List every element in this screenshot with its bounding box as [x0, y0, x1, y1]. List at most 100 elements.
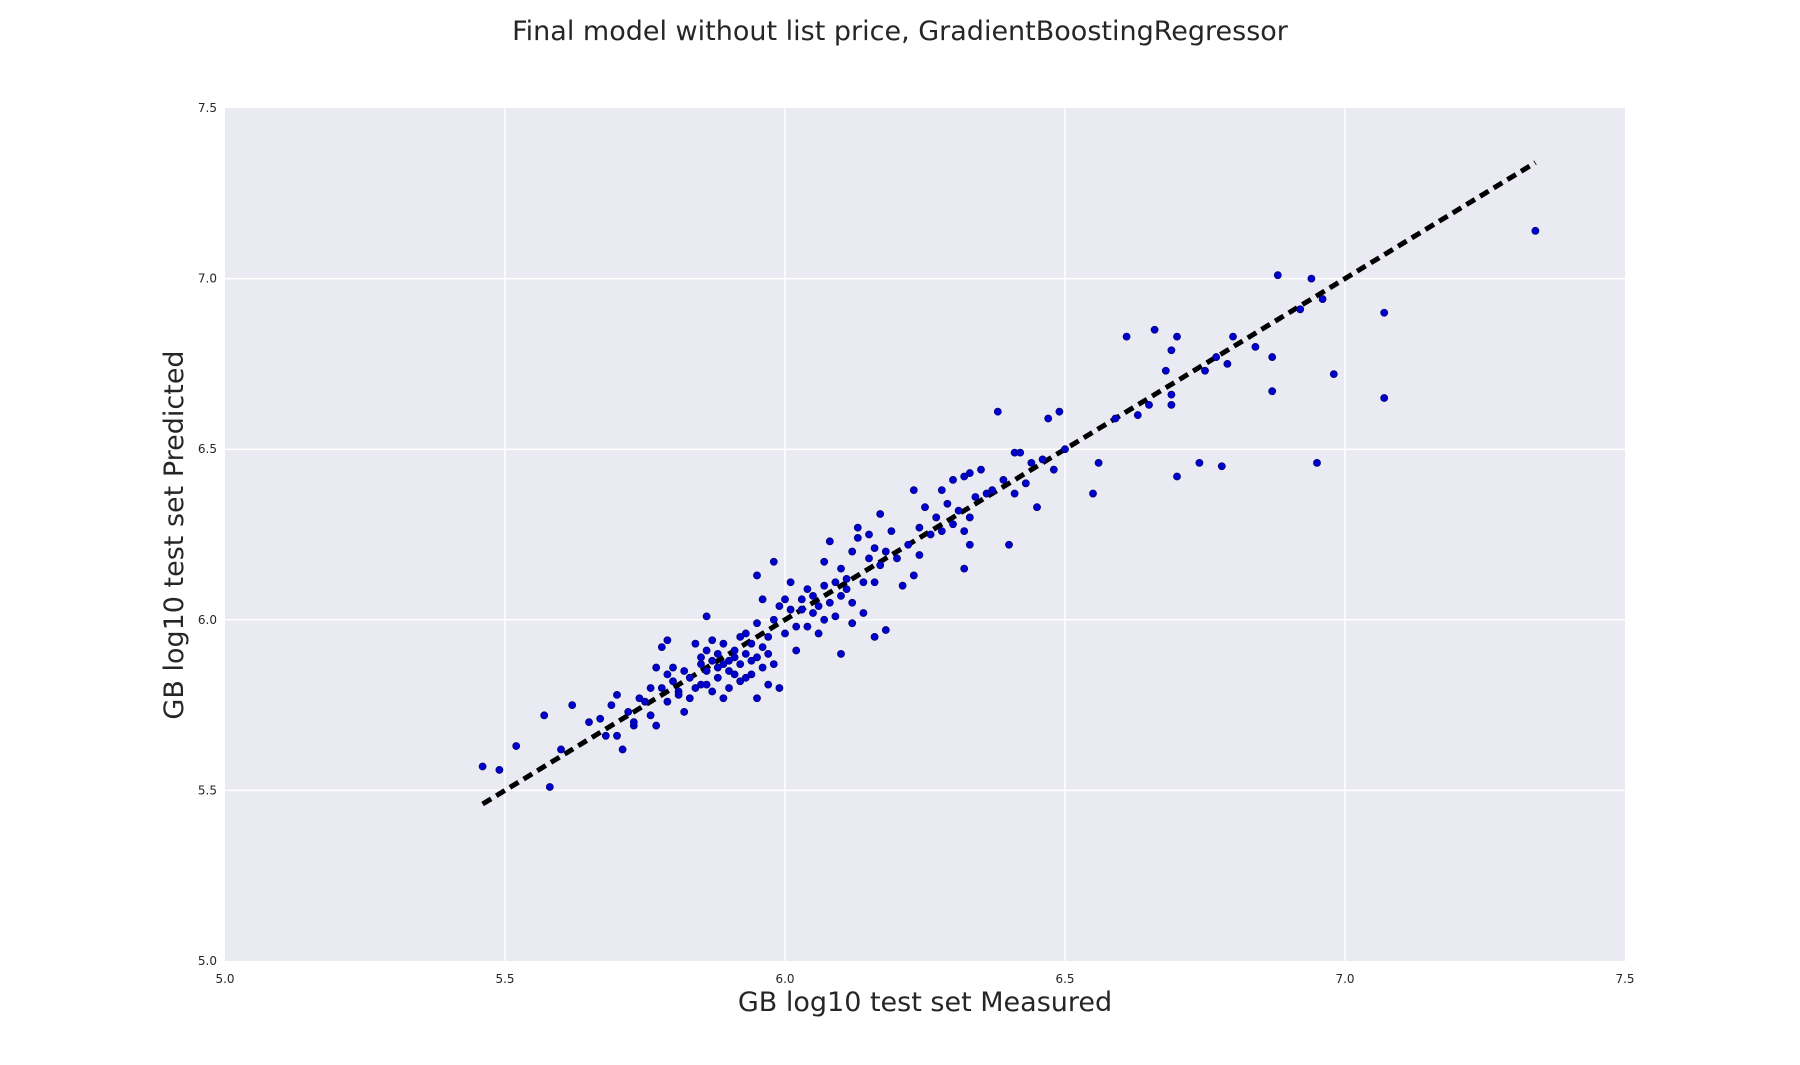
data-point: [1212, 353, 1221, 361]
data-point: [1229, 332, 1237, 341]
data-point: [876, 561, 885, 570]
data-point: [1133, 411, 1142, 419]
data-point: [993, 407, 1002, 416]
data-point: [635, 694, 644, 703]
data-point: [1318, 295, 1327, 303]
data-point: [730, 653, 739, 662]
data-point: [1016, 448, 1025, 457]
data-point: [932, 513, 941, 522]
data-point: [837, 650, 845, 658]
data-point: [764, 632, 773, 641]
data-point: [753, 694, 761, 703]
x-tick-labels: 5.0 5.5 6.0 6.5 7.0 7.5: [215, 972, 1634, 986]
data-point: [736, 632, 745, 641]
data-point: [971, 493, 980, 501]
data-point: [915, 523, 924, 532]
data-point: [1296, 305, 1305, 314]
data-point: [965, 469, 974, 477]
data-point: [926, 530, 935, 539]
data-point: [977, 465, 985, 474]
data-point: [1038, 455, 1047, 464]
data-point: [786, 578, 795, 587]
data-point: [769, 615, 778, 624]
data-point: [719, 660, 728, 669]
data-point: [758, 643, 767, 651]
data-point: [702, 680, 711, 689]
data-point: [797, 595, 806, 604]
data-point: [753, 619, 761, 628]
data-point: [657, 643, 666, 651]
data-point: [691, 684, 700, 692]
data-point: [1033, 503, 1041, 512]
data-point: [820, 615, 829, 624]
data-point: [624, 708, 633, 716]
data-point: [708, 687, 717, 696]
data-point: [881, 626, 890, 634]
data-point: [618, 745, 627, 754]
data-point: [1010, 489, 1019, 498]
data-point: [629, 718, 638, 727]
x-tick-label: 7.0: [1335, 972, 1354, 986]
data-point: [943, 499, 952, 508]
data-point: [809, 609, 817, 617]
data-point: [848, 619, 857, 628]
y-tick-label: 5.0: [198, 954, 217, 968]
data-point: [495, 766, 504, 774]
data-point: [781, 595, 789, 604]
data-point: [646, 684, 655, 692]
data-point: [646, 711, 655, 720]
data-point: [809, 592, 817, 600]
data-point: [730, 646, 739, 655]
y-tick-label: 6.5: [198, 442, 217, 456]
data-point: [708, 636, 717, 645]
data-point: [999, 476, 1008, 484]
data-point: [641, 697, 649, 706]
data-point: [881, 547, 890, 556]
data-point: [848, 598, 857, 607]
data-point: [741, 629, 750, 638]
data-point: [741, 673, 750, 682]
data-point: [1173, 472, 1181, 481]
data-point: [1273, 271, 1282, 280]
data-point: [876, 510, 885, 518]
data-point: [1201, 366, 1209, 375]
data-point: [1307, 274, 1316, 283]
data-point: [1005, 540, 1013, 549]
data-point: [730, 670, 739, 679]
y-tick-label: 7.0: [198, 272, 217, 286]
data-point: [1223, 359, 1232, 368]
data-point: [949, 476, 957, 484]
data-point: [685, 694, 694, 703]
data-point: [893, 554, 901, 563]
data-point: [669, 663, 677, 672]
data-point: [797, 605, 806, 614]
data-point: [758, 595, 767, 604]
data-point: [1089, 489, 1097, 498]
data-point: [725, 667, 733, 675]
data-point: [1061, 445, 1069, 454]
data-point: [1021, 479, 1030, 488]
data-point: [663, 670, 672, 679]
x-tick-label: 6.5: [1055, 972, 1074, 986]
data-point: [1173, 332, 1181, 341]
data-point: [736, 660, 745, 669]
data-point: [758, 663, 767, 672]
data-point: [568, 701, 577, 709]
data-point: [736, 677, 745, 686]
data-point: [1380, 308, 1389, 317]
data-point: [965, 540, 974, 549]
data-point: [775, 684, 784, 692]
data-point: [904, 540, 913, 549]
x-tick-label: 6.0: [775, 972, 794, 986]
data-point: [786, 605, 795, 614]
data-point: [557, 745, 565, 754]
data-point: [691, 639, 700, 648]
data-point: [585, 718, 593, 727]
data-point: [865, 530, 873, 539]
data-point: [702, 646, 711, 655]
y-tick-label: 7.5: [198, 101, 217, 115]
data-point: [713, 663, 722, 672]
x-axis-label: GB log10 test set Measured: [738, 987, 1112, 1018]
data-point: [1217, 462, 1226, 471]
data-point: [702, 612, 711, 621]
